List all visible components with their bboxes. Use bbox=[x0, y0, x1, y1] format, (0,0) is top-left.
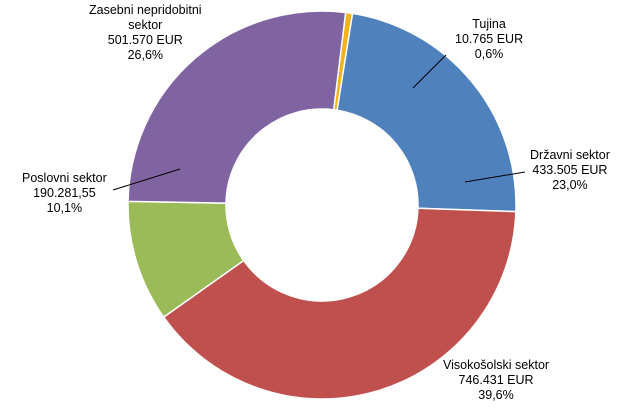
leader-poslovni-sektor bbox=[112, 168, 181, 191]
label-poslovni-sektor: Poslovni sektor 190.281,55 10,1% bbox=[22, 171, 107, 216]
label-tujina-name: Tujina bbox=[472, 17, 506, 31]
label-zasebni-name-line2: sektor bbox=[128, 18, 163, 32]
label-drzavni-percent: 23,0% bbox=[552, 178, 588, 192]
label-tujina-value: 10.765 EUR bbox=[455, 32, 524, 46]
slice-zasebni-nepridobitni-sektor bbox=[127, 10, 347, 204]
label-visokosolski-value: 746.431 EUR bbox=[458, 373, 534, 387]
label-zasebni-percent: 26,6% bbox=[127, 48, 164, 62]
leader-tujina bbox=[412, 54, 447, 89]
label-poslovni-percent: 10,1% bbox=[46, 201, 83, 215]
slice-visokosolski-sektor bbox=[162, 207, 517, 400]
label-poslovni-name: Poslovni sektor bbox=[22, 171, 107, 185]
label-visokosolski-name: Visokošolski sektor bbox=[443, 358, 550, 372]
label-visokosolski-percent: 39,6% bbox=[478, 388, 514, 402]
label-visokosolski-sektor: Visokošolski sektor 746.431 EUR 39,6% bbox=[443, 358, 549, 403]
label-tujina: Tujina 10.765 EUR 0,6% bbox=[455, 17, 523, 62]
label-zasebni-value: 501.570 EUR bbox=[107, 33, 183, 47]
label-poslovni-value: 190.281,55 bbox=[33, 186, 96, 200]
label-zasebni-name-line1: Zasebni nepridobitni bbox=[89, 3, 202, 17]
label-drzavni-value: 433.505 EUR bbox=[532, 163, 608, 177]
label-zasebni-nepridobitni-sektor: Zasebni nepridobitni sektor 501.570 EUR … bbox=[89, 3, 202, 63]
slice-drzavni-sektor bbox=[336, 12, 517, 213]
label-drzavni-name: Državni sektor bbox=[530, 148, 610, 162]
label-drzavni-sektor: Državni sektor 433.505 EUR 23,0% bbox=[530, 148, 610, 193]
leader-drzavni-sektor bbox=[464, 171, 526, 183]
label-tujina-percent: 0,6% bbox=[474, 47, 504, 61]
